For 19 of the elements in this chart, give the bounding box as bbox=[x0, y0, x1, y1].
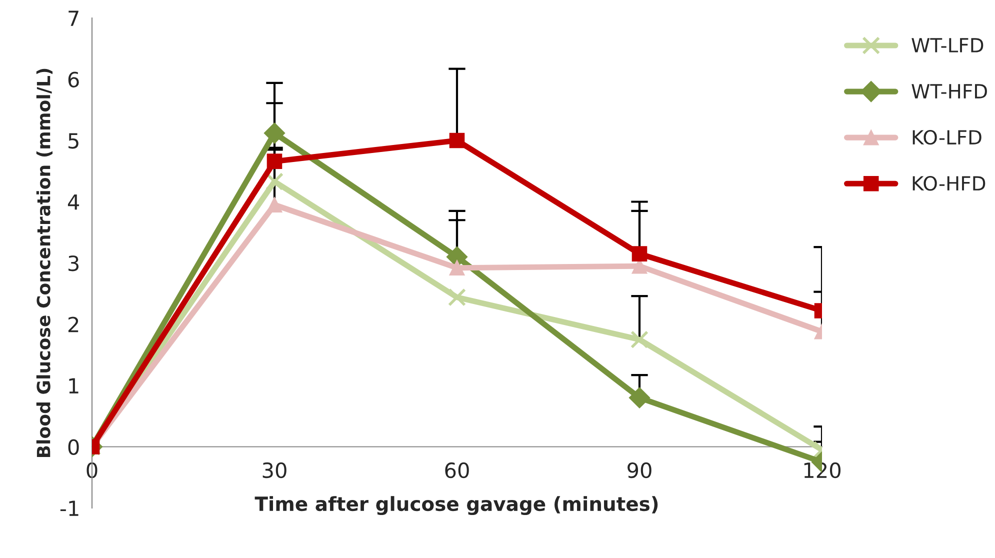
y-axis-title: Blood Glucose Concentration (mmol/L) bbox=[36, 68, 52, 458]
x-tick-label: 90 bbox=[628, 462, 652, 478]
legend-label: WT-LFD bbox=[912, 38, 984, 52]
y-tick-label: -1 bbox=[60, 500, 78, 516]
y-tick-label: 5 bbox=[68, 133, 78, 149]
y-tick-label: 2 bbox=[68, 316, 78, 332]
y-tick-label: 7 bbox=[68, 10, 78, 26]
legend-label: WT-HFD bbox=[912, 84, 987, 98]
y-tick-label: 6 bbox=[68, 72, 79, 88]
y-tick-label: 4 bbox=[68, 194, 80, 210]
y-tick-label: 3 bbox=[68, 255, 79, 272]
y-tick-label: 0 bbox=[68, 439, 79, 455]
x-tick-label: 30 bbox=[262, 462, 286, 478]
legend-label: KO-HFD bbox=[912, 176, 986, 191]
x-tick-label: 60 bbox=[445, 462, 469, 478]
x-tick-label: 0 bbox=[86, 462, 98, 478]
y-tick-label: 1 bbox=[69, 378, 78, 394]
legend-label: KO-LFD bbox=[912, 130, 982, 145]
x-axis-title: Time after glucose gavage (minutes) bbox=[254, 496, 658, 516]
